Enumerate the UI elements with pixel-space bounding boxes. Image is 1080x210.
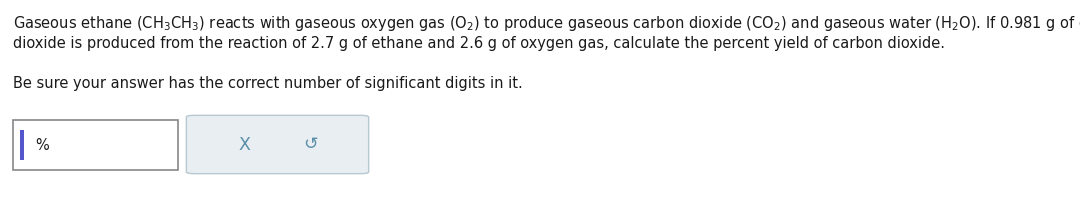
Text: Gaseous ethane $(\mathrm{CH_3CH_3})$ reacts with gaseous oxygen gas $(\mathrm{O_: Gaseous ethane $(\mathrm{CH_3CH_3})$ rea… <box>13 14 1080 33</box>
Text: ↺: ↺ <box>303 135 318 154</box>
Text: %: % <box>35 138 49 152</box>
Text: Be sure your answer has the correct number of significant digits in it.: Be sure your answer has the correct numb… <box>13 76 523 91</box>
Text: dioxide is produced from the reaction of 2.7 g of ethane and 2.6 g of oxygen gas: dioxide is produced from the reaction of… <box>13 36 945 51</box>
Text: X: X <box>239 135 251 154</box>
